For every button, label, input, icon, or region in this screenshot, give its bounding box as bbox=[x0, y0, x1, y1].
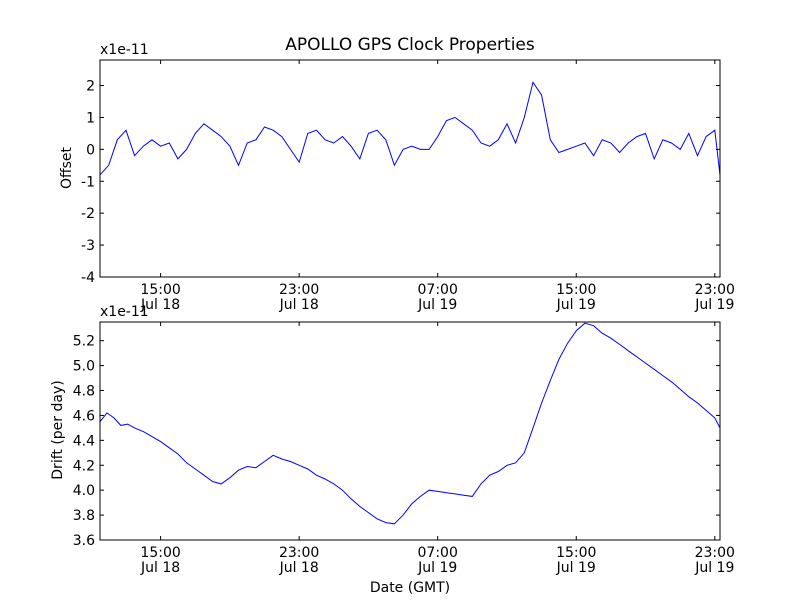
x-tick-label-date: Jul 19 bbox=[556, 297, 596, 313]
y-tick-label: 4.6 bbox=[73, 408, 95, 424]
x-tick-label-date: Jul 19 bbox=[556, 560, 596, 576]
y-tick-label: 1 bbox=[86, 110, 95, 126]
y-tick-label: -3 bbox=[81, 238, 95, 254]
series-line-drift bbox=[99, 322, 721, 525]
y-tick-label: 5.2 bbox=[73, 334, 95, 350]
x-tick-label-time: 07:00 bbox=[418, 282, 458, 298]
y-tick-label: -1 bbox=[81, 174, 95, 190]
y-tick-label: 4.0 bbox=[73, 483, 95, 499]
y-tick-label: 5.0 bbox=[73, 359, 95, 375]
y-tick-label: 4.4 bbox=[73, 433, 95, 449]
x-tick-label-date: Jul 18 bbox=[140, 560, 180, 576]
x-tick-label-time: 23:00 bbox=[695, 545, 735, 561]
y-tick-label: -4 bbox=[81, 270, 95, 286]
x-tick-label-date: Jul 19 bbox=[417, 297, 457, 313]
y-tick-label: 3.8 bbox=[73, 508, 95, 524]
y-tick-label: 4.8 bbox=[73, 384, 95, 400]
bottom-y-axis-label: Drift (per day) bbox=[50, 380, 66, 479]
top-offset-text: x1e-11 bbox=[100, 42, 149, 58]
x-tick-label-date: Jul 19 bbox=[417, 560, 457, 576]
y-tick-label: 4.2 bbox=[73, 458, 95, 474]
x-tick-label-date: Jul 18 bbox=[279, 560, 319, 576]
x-tick-label-time: 15:00 bbox=[556, 545, 596, 561]
y-tick-label: 3.6 bbox=[73, 533, 95, 549]
x-tick-label-time: 15:00 bbox=[140, 545, 180, 561]
y-tick-label: -2 bbox=[81, 206, 95, 222]
y-tick-label: 0 bbox=[86, 142, 95, 158]
x-tick-label-time: 07:00 bbox=[418, 545, 458, 561]
x-tick-label-date: Jul 19 bbox=[694, 560, 734, 576]
plot-frame bbox=[99, 59, 721, 278]
top-y-axis-label: Offset bbox=[59, 146, 75, 189]
x-tick-label-date: Jul 19 bbox=[694, 297, 734, 313]
x-tick-label-time: 15:00 bbox=[140, 282, 180, 298]
plot-frame bbox=[99, 321, 721, 541]
x-tick-label-date: Jul 18 bbox=[279, 297, 319, 313]
x-axis-label: Date (GMT) bbox=[370, 580, 450, 596]
bottom-offset-text: x1e-11 bbox=[100, 304, 149, 320]
y-tick-label: 2 bbox=[86, 79, 95, 95]
x-tick-label-time: 23:00 bbox=[695, 282, 735, 298]
x-tick-label-time: 15:00 bbox=[556, 282, 596, 298]
x-tick-label-time: 23:00 bbox=[279, 545, 319, 561]
chart-title: APOLLO GPS Clock Properties bbox=[285, 35, 535, 55]
series-line-offset bbox=[99, 81, 721, 176]
x-tick-label-time: 23:00 bbox=[279, 282, 319, 298]
x-tick-label-date: Jul 18 bbox=[140, 297, 180, 313]
